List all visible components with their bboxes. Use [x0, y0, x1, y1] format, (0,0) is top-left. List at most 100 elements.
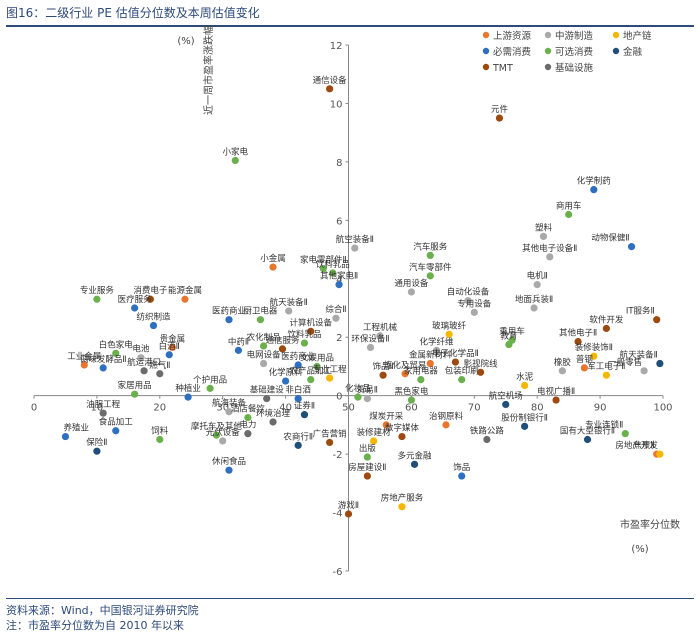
data-label: 金属新材料	[409, 350, 452, 361]
data-label: 游戏Ⅱ	[338, 500, 359, 511]
y-tick-label: 4	[336, 275, 342, 286]
data-label: 家用电器	[404, 366, 439, 377]
data-label: 乘用车	[499, 326, 525, 337]
data-point	[552, 396, 560, 404]
data-label: 医药商业	[212, 306, 246, 317]
data-label: 航天装备Ⅱ	[270, 297, 308, 308]
data-label: 广告营销	[313, 428, 348, 439]
y-tick-label: -2	[333, 450, 343, 461]
data-point	[363, 472, 371, 480]
data-label: 元件	[491, 104, 509, 115]
legend-item: 上游资源	[493, 30, 532, 42]
data-point	[300, 411, 309, 419]
data-point	[401, 370, 409, 378]
x-tick-label: 40	[279, 403, 292, 414]
data-label: 汽车服务	[413, 241, 448, 252]
data-label: 电视广播Ⅱ	[537, 386, 575, 397]
data-point	[212, 431, 221, 439]
data-point	[313, 362, 321, 371]
data-point	[366, 343, 375, 352]
data-point	[269, 263, 277, 271]
data-point	[181, 295, 189, 303]
data-label: 工程机械	[363, 322, 398, 333]
data-label: 纺织制造	[137, 312, 172, 323]
data-label: 个护用品	[193, 374, 227, 385]
y-axis-unit: (%)	[177, 36, 194, 47]
data-point	[410, 460, 419, 468]
data-point	[640, 367, 648, 375]
data-label: 综合Ⅱ	[325, 304, 346, 315]
data-point	[326, 438, 334, 447]
data-point	[376, 332, 384, 340]
data-point	[363, 453, 371, 461]
data-label: 房屋建设Ⅱ	[348, 462, 386, 473]
data-point	[244, 430, 252, 438]
data-point	[231, 156, 239, 165]
data-label: 航海装备	[212, 398, 247, 409]
data-point	[379, 371, 387, 379]
data-label: 饮料乳品	[316, 259, 350, 270]
data-point	[426, 251, 434, 259]
data-label: 航空机场	[489, 390, 523, 401]
data-point	[521, 422, 529, 430]
data-point	[464, 297, 472, 305]
data-point	[407, 288, 415, 296]
legend-item: TMT	[492, 63, 513, 74]
y-tick-label: 6	[336, 216, 342, 227]
data-point	[93, 295, 101, 303]
data-label: 铁路公路	[470, 426, 505, 437]
data-label: 农产品加工	[290, 366, 333, 377]
data-point	[219, 437, 227, 445]
data-point	[263, 394, 271, 403]
data-point	[61, 432, 70, 441]
data-point	[558, 367, 566, 375]
legend-item: 必需消费	[493, 46, 531, 58]
data-label: 专业连锁Ⅱ	[585, 420, 623, 431]
data-point	[505, 340, 513, 349]
data-label: 保险Ⅱ	[86, 437, 107, 448]
data-label: 治钢原料	[429, 411, 464, 422]
data-label: 其他电子设备Ⅱ	[522, 243, 577, 254]
legend-marker	[612, 47, 620, 55]
data-point	[300, 339, 309, 347]
data-point	[93, 447, 101, 455]
data-point	[354, 393, 362, 401]
x-tick-label: 60	[405, 403, 418, 414]
data-label: 饰品Ⅱ	[373, 361, 394, 372]
data-label: 数字媒体	[385, 423, 420, 434]
data-point	[521, 381, 529, 390]
data-point	[382, 421, 390, 429]
data-label: 饮料乳品	[287, 329, 321, 340]
data-point	[398, 503, 406, 511]
data-label: 养殖业	[63, 423, 89, 434]
data-label: 通用设备	[394, 278, 429, 289]
data-label: 食品加工	[99, 417, 134, 428]
data-label: 航空装备Ⅱ	[336, 234, 374, 245]
data-point	[483, 435, 491, 444]
data-point	[590, 352, 598, 360]
data-label: 饰品	[453, 462, 470, 473]
data-label: 炼化及贸易	[384, 360, 427, 371]
legend-marker	[544, 31, 552, 39]
data-point	[335, 281, 343, 289]
x-tick-label: 70	[468, 403, 481, 414]
data-label: 饲料	[151, 426, 169, 437]
axes: 0 10 20 30 40 50 60 70 80 90 100 -6 -4 -2 0 2 4 6 8 10 12 (%)…	[31, 25, 680, 578]
y-tick-label: 0	[336, 392, 342, 403]
x-tick-label: 100	[653, 403, 672, 414]
legend-item: 中游制造	[555, 30, 594, 42]
data-label: 通信服务	[265, 335, 300, 346]
data-point	[146, 295, 154, 303]
data-label: 小家电	[223, 146, 249, 157]
data-point	[445, 330, 453, 338]
data-point	[259, 342, 268, 350]
data-label: 房地产开发	[615, 440, 658, 451]
data-label: 房地产服务	[381, 493, 424, 504]
data-point	[344, 510, 353, 518]
data-label: 专业服务	[80, 285, 115, 296]
data-label: IT服务Ⅱ	[626, 306, 655, 317]
data-label: 酒店餐饮	[231, 404, 266, 415]
data-point	[495, 114, 504, 122]
data-label: 贸易Ⅱ	[357, 385, 378, 396]
y-tick-label: 2	[336, 333, 342, 344]
